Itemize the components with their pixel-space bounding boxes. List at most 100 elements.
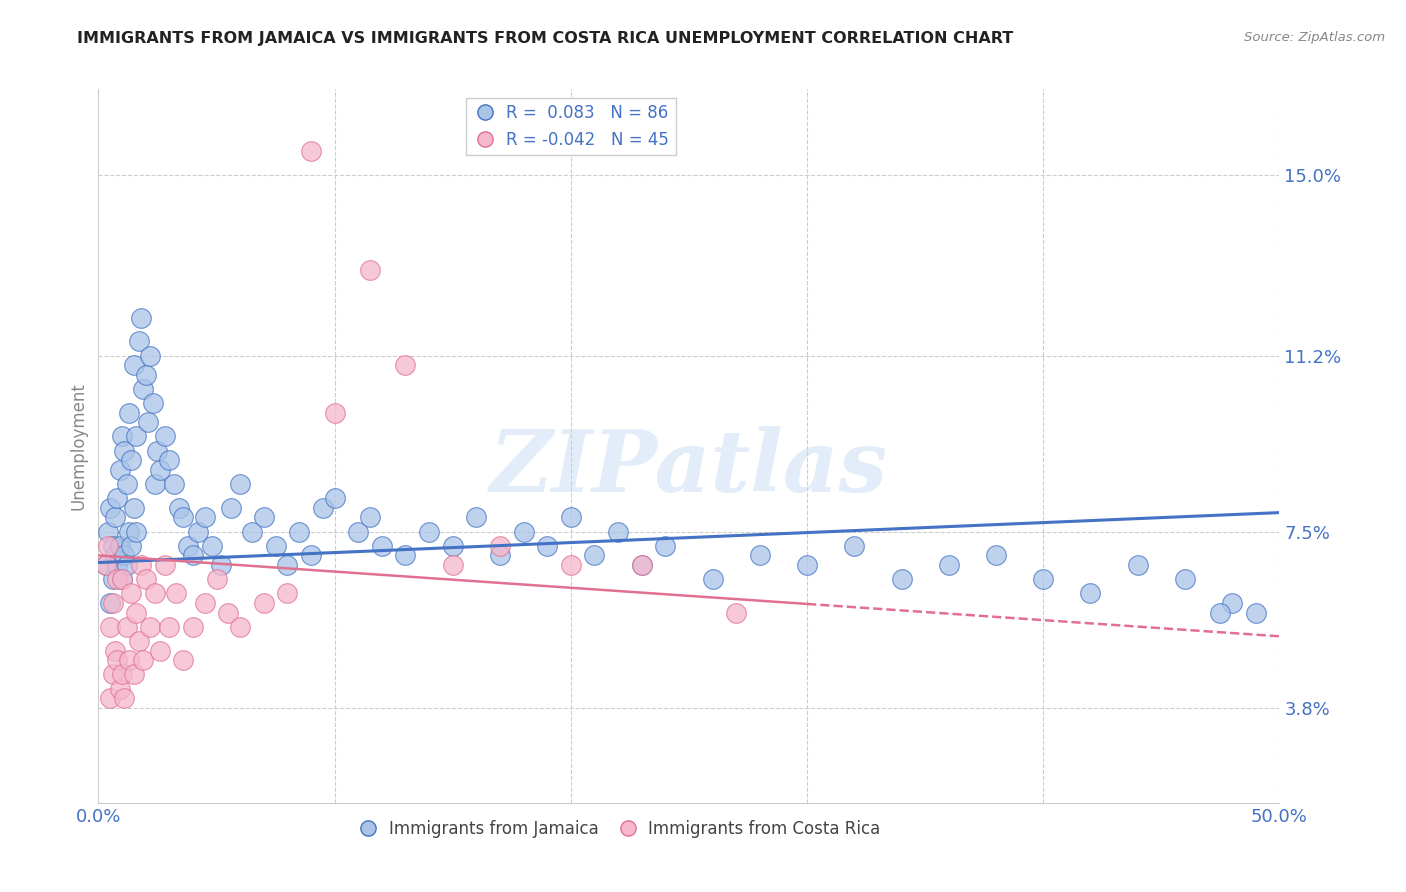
Point: [111, 572, 134, 586]
Point: [157, 453, 180, 467]
Point: [187, 524, 209, 539]
Point: [654, 539, 676, 553]
Point: [312, 500, 335, 515]
Text: Source: ZipAtlas.com: Source: ZipAtlas.com: [1244, 31, 1385, 45]
Point: [536, 539, 558, 553]
Point: [172, 653, 194, 667]
Point: [121, 586, 143, 600]
Point: [205, 572, 228, 586]
Point: [253, 596, 276, 610]
Point: [97, 539, 120, 553]
Point: [139, 349, 162, 363]
Point: [219, 500, 242, 515]
Point: [748, 549, 770, 563]
Point: [347, 524, 370, 539]
Point: [94, 558, 117, 572]
Point: [607, 524, 630, 539]
Point: [264, 539, 287, 553]
Point: [323, 406, 346, 420]
Point: [125, 606, 148, 620]
Point: [122, 667, 145, 681]
Point: [101, 572, 124, 586]
Point: [702, 572, 724, 586]
Point: [299, 549, 322, 563]
Point: [143, 586, 166, 600]
Point: [112, 443, 135, 458]
Point: [146, 443, 169, 458]
Point: [630, 558, 652, 572]
Point: [153, 429, 176, 443]
Point: [143, 477, 166, 491]
Point: [359, 510, 381, 524]
Point: [725, 606, 748, 620]
Point: [101, 596, 124, 610]
Point: [217, 606, 239, 620]
Point: [844, 539, 866, 553]
Point: [276, 586, 298, 600]
Point: [418, 524, 440, 539]
Point: [560, 510, 582, 524]
Point: [118, 406, 141, 420]
Point: [115, 477, 138, 491]
Point: [209, 558, 232, 572]
Point: [104, 510, 127, 524]
Point: [136, 415, 159, 429]
Point: [105, 572, 128, 586]
Point: [153, 558, 176, 572]
Point: [163, 477, 186, 491]
Point: [104, 643, 127, 657]
Point: [560, 558, 582, 572]
Point: [323, 491, 346, 506]
Point: [125, 524, 148, 539]
Point: [98, 620, 121, 634]
Point: [465, 510, 488, 524]
Point: [128, 634, 150, 648]
Point: [122, 358, 145, 372]
Point: [132, 653, 155, 667]
Point: [105, 491, 128, 506]
Point: [253, 510, 276, 524]
Point: [938, 558, 960, 572]
Point: [129, 558, 152, 572]
Point: [108, 463, 131, 477]
Point: [890, 572, 912, 586]
Point: [157, 620, 180, 634]
Point: [98, 500, 121, 515]
Point: [288, 524, 311, 539]
Point: [441, 539, 464, 553]
Point: [132, 382, 155, 396]
Point: [129, 310, 152, 325]
Point: [115, 620, 138, 634]
Point: [118, 653, 141, 667]
Point: [194, 596, 217, 610]
Text: IMMIGRANTS FROM JAMAICA VS IMMIGRANTS FROM COSTA RICA UNEMPLOYMENT CORRELATION C: IMMIGRANTS FROM JAMAICA VS IMMIGRANTS FR…: [77, 31, 1014, 46]
Point: [118, 524, 141, 539]
Point: [149, 463, 172, 477]
Point: [583, 549, 606, 563]
Point: [149, 643, 172, 657]
Point: [98, 596, 121, 610]
Point: [108, 681, 131, 696]
Point: [101, 539, 124, 553]
Point: [105, 558, 128, 572]
Point: [112, 549, 135, 563]
Point: [165, 586, 187, 600]
Point: [240, 524, 263, 539]
Point: [1209, 606, 1232, 620]
Point: [441, 558, 464, 572]
Text: ZIPatlas: ZIPatlas: [489, 425, 889, 509]
Point: [139, 620, 162, 634]
Point: [135, 572, 157, 586]
Point: [98, 691, 121, 706]
Point: [111, 667, 134, 681]
Point: [181, 549, 204, 563]
Point: [125, 429, 148, 443]
Point: [489, 539, 512, 553]
Point: [112, 691, 135, 706]
Point: [111, 429, 134, 443]
Point: [142, 396, 165, 410]
Point: [229, 477, 252, 491]
Point: [1174, 572, 1197, 586]
Point: [121, 453, 143, 467]
Point: [101, 667, 124, 681]
